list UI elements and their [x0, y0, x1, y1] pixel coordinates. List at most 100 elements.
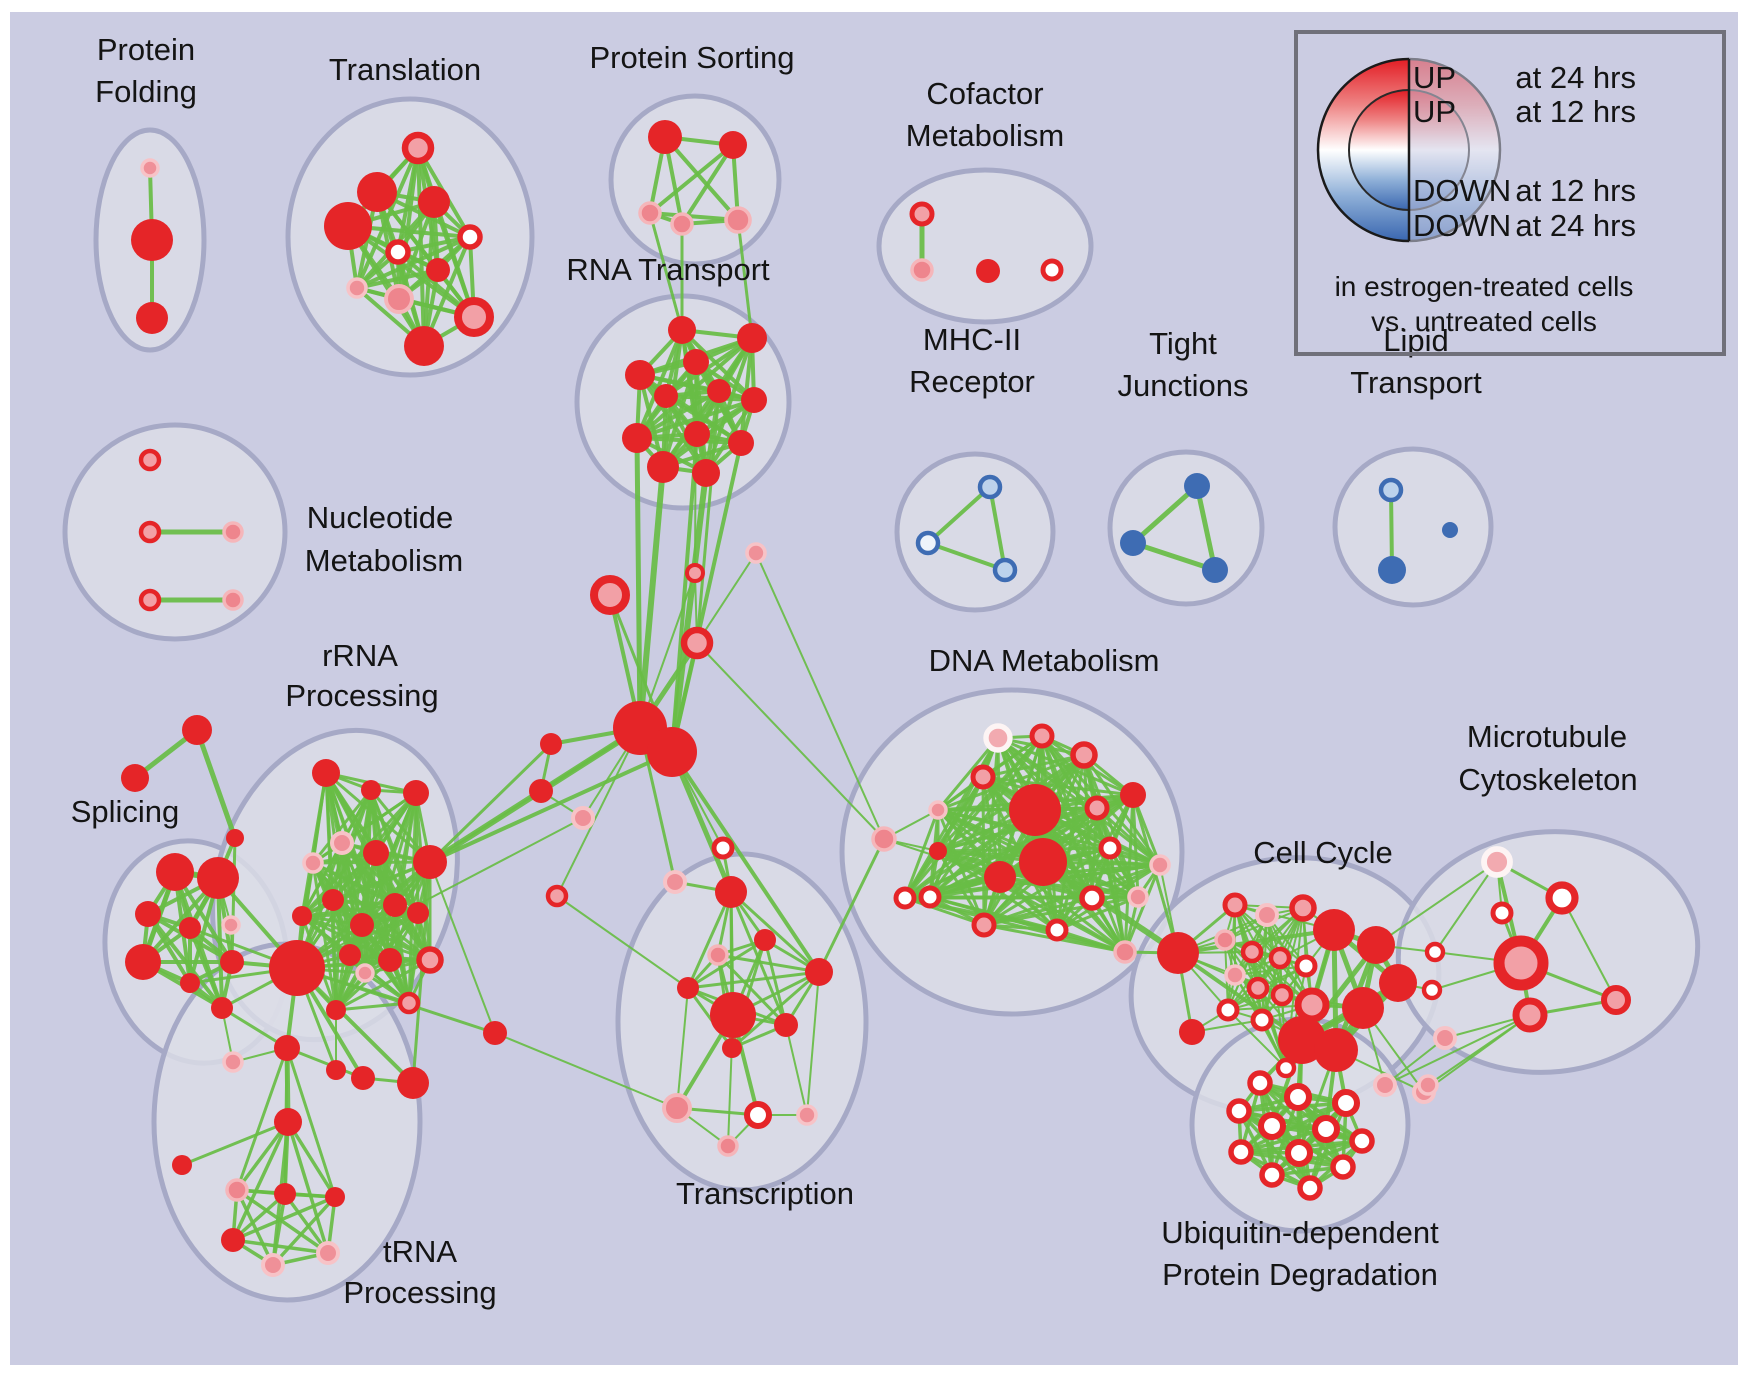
node-p [1113, 940, 1137, 964]
node-rp [1601, 985, 1631, 1015]
node-r [1278, 1016, 1326, 1064]
node-r [737, 323, 767, 353]
node-rw [711, 836, 735, 860]
node-r [728, 430, 754, 456]
edge [334, 791, 418, 1012]
cluster-label-cofactor-metabolism: Metabolism [906, 118, 1065, 153]
node-pp [330, 831, 354, 855]
node-pp [1127, 886, 1149, 908]
node-b [1442, 522, 1458, 538]
node-rw [1275, 1057, 1297, 1079]
node-r [1357, 926, 1395, 964]
edge [346, 224, 476, 319]
node-bl [977, 474, 1003, 500]
edge [285, 1046, 365, 1080]
node-r [929, 842, 947, 860]
edge [635, 328, 684, 440]
node-p [1214, 929, 1236, 951]
node-pp [745, 542, 767, 564]
legend: UP at 24 hrs UP at 12 hrs DOWN at 12 hrs… [1294, 30, 1726, 356]
node-rp [138, 520, 162, 544]
node-r [715, 876, 747, 908]
edge [670, 750, 821, 974]
node-rp [1240, 940, 1264, 964]
edge [355, 235, 472, 290]
edge [903, 896, 1127, 954]
node-p [225, 1178, 249, 1202]
node-r [322, 889, 344, 911]
edge [664, 336, 754, 398]
node-pp [1417, 1074, 1439, 1096]
node-pp [928, 800, 948, 820]
edge [334, 1001, 411, 1012]
node-pp [261, 1253, 285, 1277]
node-p [717, 1135, 739, 1157]
node-rw [1250, 1008, 1274, 1032]
node-r [179, 917, 201, 939]
cluster-label-cell-cycle: Cell Cycle [1253, 835, 1393, 870]
node-rp [1070, 741, 1098, 769]
edge [785, 1024, 808, 1116]
node-r [976, 259, 1000, 283]
node-r [363, 840, 389, 866]
node-p [638, 201, 662, 225]
node-rw [918, 885, 942, 909]
edge [695, 389, 721, 645]
node-r [403, 780, 429, 806]
node-r [383, 893, 407, 917]
edge [1375, 861, 1498, 946]
edge [680, 143, 735, 226]
node-r [1342, 987, 1384, 1029]
node-r [719, 131, 747, 159]
cluster-label-mhc-ii-receptor: Receptor [909, 364, 1035, 399]
edge [428, 750, 674, 864]
node-r [121, 764, 149, 792]
node-p [724, 206, 752, 234]
node-rp [397, 991, 421, 1015]
edge [1082, 753, 1162, 867]
edge [1227, 1009, 1287, 1069]
edge [271, 1195, 337, 1267]
node-rw [1424, 941, 1446, 963]
node-rw [1098, 836, 1122, 860]
node-rw [1079, 885, 1105, 911]
node-pp [222, 1051, 244, 1073]
edge [1130, 540, 1218, 573]
edge [231, 1238, 330, 1255]
edge [639, 572, 696, 729]
cluster-label-nucleotide-metabolism: Metabolism [305, 543, 464, 578]
node-r [648, 120, 682, 154]
node-r [483, 1021, 507, 1045]
legend-down-12-label: DOWN [1413, 173, 1511, 208]
node-rw [1216, 998, 1240, 1022]
edge [300, 851, 378, 918]
edge [331, 898, 338, 1012]
node-r [172, 1155, 192, 1175]
node-rw [1247, 1070, 1273, 1096]
node-r [351, 1066, 375, 1090]
edge [1227, 904, 1236, 1011]
node-pp [1255, 903, 1279, 927]
edge [494, 1032, 678, 1109]
node-rp [1512, 997, 1548, 1033]
node-rw [385, 239, 411, 265]
edge [982, 863, 1162, 927]
edge [188, 926, 224, 1010]
cluster-label-transcription: Transcription [676, 1176, 854, 1211]
edge [1384, 1037, 1446, 1086]
node-r [622, 423, 652, 453]
cluster-label-tight-junctions: Junctions [1118, 368, 1249, 403]
node-r [413, 845, 447, 879]
node-r [1314, 1028, 1358, 1072]
edge [235, 1120, 290, 1192]
node-pp [1224, 964, 1246, 986]
node-r [312, 759, 340, 787]
edge [556, 895, 689, 989]
edge [635, 389, 721, 440]
node-pp [1149, 854, 1171, 876]
edge [363, 903, 397, 975]
edge [755, 552, 885, 840]
edge [926, 541, 1007, 572]
edge [648, 143, 735, 215]
node-rp [971, 912, 997, 938]
